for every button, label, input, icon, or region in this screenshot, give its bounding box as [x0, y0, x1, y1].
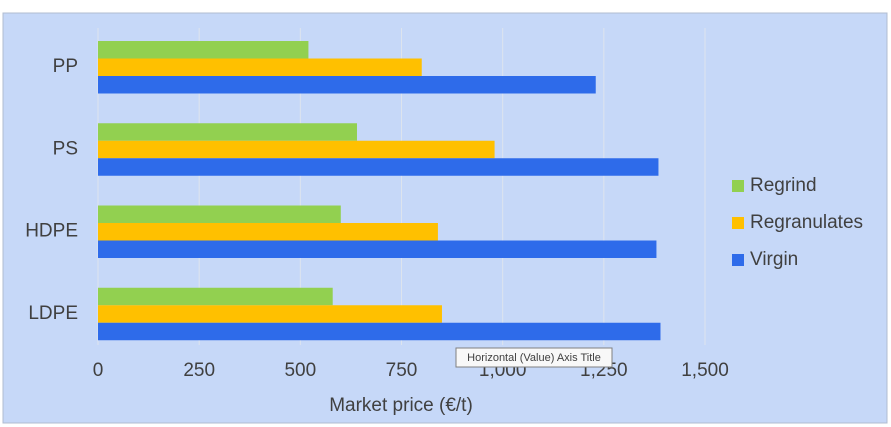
bar	[98, 140, 495, 159]
bar	[98, 322, 661, 341]
bar	[98, 158, 659, 176]
x-axis-title: Market price (€/t)	[329, 395, 473, 416]
bar	[98, 123, 357, 141]
legend-label: Regrind	[750, 175, 817, 196]
bar	[98, 287, 333, 306]
bar	[98, 223, 438, 241]
legend-swatch	[732, 217, 744, 229]
tooltip-text: Horizontal (Value) Axis Title	[467, 352, 601, 364]
y-tick-label: PS	[53, 138, 78, 159]
x-tick-label: 0	[93, 360, 104, 381]
bar	[98, 305, 442, 323]
x-tick-label: 500	[284, 360, 316, 381]
x-tick-label: 1,500	[681, 360, 729, 381]
x-tick-label: 750	[386, 360, 418, 381]
bar	[98, 41, 309, 59]
legend-swatch	[732, 254, 744, 266]
y-tick-label: HDPE	[25, 221, 78, 242]
tooltip-box	[455, 347, 613, 368]
y-tick-label: PP	[53, 56, 78, 77]
legend-swatch	[732, 180, 744, 192]
legend-label: Virgin	[750, 249, 798, 270]
x-tick-label: 250	[183, 360, 215, 381]
bar	[98, 76, 596, 94]
bar	[98, 240, 657, 258]
bar	[98, 205, 341, 223]
y-tick-label: LDPE	[28, 303, 78, 324]
legend-label: Regranulates	[750, 212, 863, 233]
bar	[98, 58, 422, 76]
